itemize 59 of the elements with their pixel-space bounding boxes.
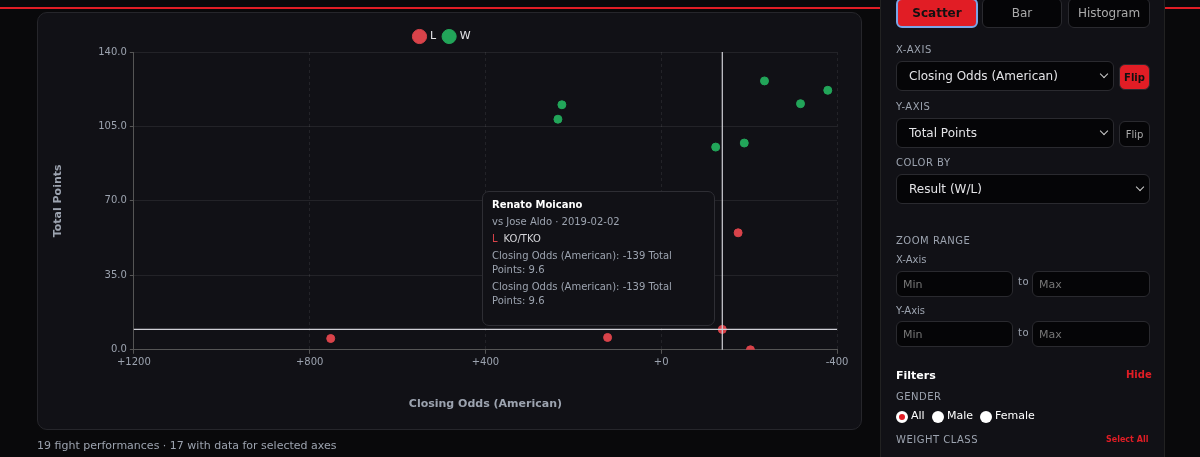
point	[733, 228, 743, 238]
text: COLOR BY	[896, 157, 952, 170]
annotation: L	[492, 233, 498, 244]
annotation: Closing Odds (American): -139 Total Points: 9.6	[492, 249, 673, 277]
x-tick-label: +800	[295, 356, 324, 368]
y-tick-label: 105.0	[98, 120, 127, 132]
text: Min	[896, 321, 1013, 347]
y-tick-label: 35.0	[104, 268, 127, 280]
annotation: Closing Odds (American): -139 Total Points: 9.6	[492, 280, 673, 308]
text: Y-Axis	[896, 305, 927, 318]
text: Histogram	[1068, 0, 1150, 28]
text: Select All	[1106, 435, 1150, 446]
point	[759, 76, 769, 86]
text: All	[911, 409, 926, 424]
point	[711, 142, 721, 152]
text: Flip	[1119, 121, 1150, 147]
annotation: Renato Moicano	[492, 198, 584, 212]
point	[823, 85, 833, 95]
legend-label: L	[430, 29, 437, 43]
point	[603, 332, 613, 342]
y-tick-label: 140.0	[98, 45, 127, 57]
annotation: KO/TKO	[503, 233, 541, 244]
text: ZOOM RANGE	[896, 235, 972, 248]
point	[739, 138, 749, 148]
text: Filters	[896, 369, 937, 384]
point	[796, 99, 806, 109]
point	[326, 334, 336, 344]
text: Y-AXIS	[896, 101, 932, 114]
text: Hide	[1126, 369, 1153, 382]
legend-label: W	[459, 29, 471, 43]
text: Female	[995, 409, 1036, 424]
text: Closing Odds (American)	[896, 61, 1114, 91]
y-tick-label: 0.0	[110, 343, 127, 355]
text: WEIGHT CLASS	[896, 434, 980, 447]
text: Flip	[1119, 64, 1150, 90]
text: Male	[947, 409, 975, 424]
text: to	[1018, 327, 1031, 340]
annotation: vs Jose Aldo · 2019-02-02	[492, 215, 621, 229]
x-axis-title: Closing Odds (American)	[408, 397, 563, 411]
text: to	[1018, 276, 1031, 289]
text: Result (W/L)	[896, 174, 1150, 204]
text: Min	[896, 271, 1013, 297]
y-tick-label: 70.0	[104, 194, 127, 206]
text: Max	[1032, 271, 1150, 297]
text: Total Points	[896, 118, 1114, 148]
text: GENDER	[896, 391, 943, 404]
text: X-AXIS	[896, 44, 933, 57]
point	[553, 114, 563, 124]
y-axis-title: Total Points	[51, 164, 65, 238]
text: Bar	[982, 0, 1062, 28]
x-tick-label: -400	[825, 356, 849, 368]
x-tick-label: +1200	[116, 356, 151, 368]
point	[557, 100, 567, 110]
text: 19 fight performances · 17 with data for selected axes	[37, 439, 337, 452]
x-tick-label: +0	[653, 356, 669, 368]
text: X-Axis	[896, 254, 928, 267]
x-tick-label: +400	[471, 356, 500, 368]
text: Max	[1032, 321, 1150, 347]
text: Scatter	[896, 0, 978, 28]
